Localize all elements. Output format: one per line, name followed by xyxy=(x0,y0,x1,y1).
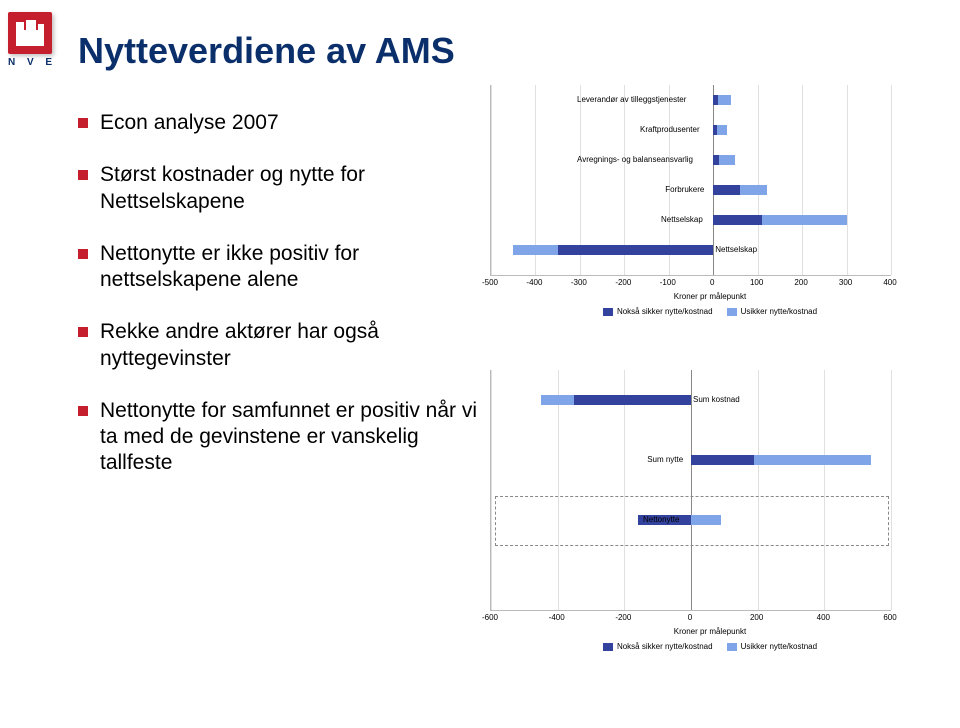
legend-label: Usikker nytte/kostnad xyxy=(741,307,817,316)
chart-category-label: Kraftprodusenter xyxy=(640,125,700,134)
bullet-item: Størst kostnader og nytte for Nettselska… xyxy=(78,162,478,215)
bullet-text: Nettonytte for samfunnet er positiv når … xyxy=(100,398,478,477)
chart-bar xyxy=(754,455,871,465)
axis-tick-label: 100 xyxy=(750,278,763,287)
chart-bar xyxy=(574,395,691,405)
bullet-square-icon xyxy=(78,327,88,337)
chart-bar xyxy=(740,185,767,195)
bullet-item: Econ analyse 2007 xyxy=(78,110,478,136)
axis-tick-label: -300 xyxy=(571,278,587,287)
bullet-item: Nettonytte for samfunnet er positiv når … xyxy=(78,398,478,477)
chart-bar xyxy=(762,215,846,225)
chart-bar xyxy=(558,245,714,255)
chart-bar xyxy=(713,215,762,225)
slide: N V E Nytteverdiene av AMS Econ analyse … xyxy=(0,0,960,728)
axis-tick-label: 0 xyxy=(688,613,692,622)
gridline xyxy=(691,370,692,610)
axis-tick-label: -400 xyxy=(549,613,565,622)
chart-bar xyxy=(513,245,557,255)
axis-tick-label: -200 xyxy=(615,278,631,287)
axis-tick-label: -500 xyxy=(482,278,498,287)
chart-bar xyxy=(719,155,735,165)
gridline xyxy=(891,85,892,275)
legend-item: Usikker nytte/kostnad xyxy=(727,307,817,316)
chart-summary-axis: -600-400-2000200400600 xyxy=(490,611,890,625)
legend-item: Usikker nytte/kostnad xyxy=(727,642,817,651)
chart-category-label: Sum kostnad xyxy=(693,395,740,404)
legend-label: Nokså sikker nytte/kostnad xyxy=(617,642,713,651)
chart-actors: Leverandør av tilleggstjenester Kraftprod… xyxy=(490,85,930,345)
legend-label: Usikker nytte/kostnad xyxy=(741,642,817,651)
bullet-text: Econ analyse 2007 xyxy=(100,110,279,136)
chart-category-label: Forbrukere xyxy=(665,185,704,194)
chart-actors-xlabel: Kroner pr målepunkt xyxy=(490,292,930,301)
bullet-list: Econ analyse 2007 Størst kostnader og nyt… xyxy=(78,110,478,503)
chart-summary-legend: Nokså sikker nytte/kostnad Usikker nytte… xyxy=(490,642,930,651)
legend-item: Nokså sikker nytte/kostnad xyxy=(603,307,713,316)
gridline xyxy=(891,370,892,610)
gridline xyxy=(491,370,492,610)
bullet-square-icon xyxy=(78,249,88,259)
bullet-square-icon xyxy=(78,170,88,180)
axis-tick-label: 400 xyxy=(817,613,830,622)
page-title: Nytteverdiene av AMS xyxy=(78,30,455,72)
legend-item: Nokså sikker nytte/kostnad xyxy=(603,642,713,651)
legend-swatch xyxy=(603,643,613,651)
logo-letter: E xyxy=(45,57,52,68)
highlight-box xyxy=(495,496,889,546)
axis-tick-label: 400 xyxy=(883,278,896,287)
bullet-item: Nettonytte er ikke positiv for nettselsk… xyxy=(78,241,478,294)
gridline xyxy=(802,85,803,275)
chart-summary-xlabel: Kroner pr målepunkt xyxy=(490,627,930,636)
logo-letter: V xyxy=(27,57,34,68)
axis-tick-label: -200 xyxy=(615,613,631,622)
axis-tick-label: -100 xyxy=(660,278,676,287)
chart-summary: Sum kostnadSum nytteNettonytte -600-400-… xyxy=(490,370,930,690)
chart-actors-plot: Leverandør av tilleggstjenester Kraftprod… xyxy=(490,85,891,276)
bullet-text: Rekke andre aktører har også nyttegevins… xyxy=(100,319,478,372)
chart-category-label: Nettselskap xyxy=(661,215,703,224)
chart-bar xyxy=(541,395,574,405)
chart-bar xyxy=(718,95,731,105)
bullet-text: Nettonytte er ikke positiv for nettselsk… xyxy=(100,241,478,294)
chart-category-label: Nettselskap xyxy=(715,245,757,254)
gridline xyxy=(713,85,714,275)
gridline xyxy=(558,370,559,610)
gridline xyxy=(491,85,492,275)
axis-tick-label: -400 xyxy=(526,278,542,287)
chart-category-label: Avregnings- og balanseansvarlig xyxy=(577,155,693,164)
logo-emblem xyxy=(8,12,52,54)
gridline xyxy=(624,370,625,610)
logo-letters: N V E xyxy=(8,57,52,68)
logo-letter: N xyxy=(8,57,15,68)
axis-tick-label: 600 xyxy=(883,613,896,622)
axis-tick-label: 300 xyxy=(839,278,852,287)
chart-actors-legend: Nokså sikker nytte/kostnad Usikker nytte… xyxy=(490,307,930,316)
legend-swatch xyxy=(727,643,737,651)
chart-summary-plot: Sum kostnadSum nytteNettonytte xyxy=(490,370,891,611)
gridline xyxy=(824,370,825,610)
gridline xyxy=(758,85,759,275)
chart-bar xyxy=(691,455,754,465)
chart-bar xyxy=(717,125,727,135)
chart-category-label: Sum nytte xyxy=(647,455,683,464)
legend-label: Nokså sikker nytte/kostnad xyxy=(617,307,713,316)
gridline xyxy=(847,85,848,275)
axis-tick-label: -600 xyxy=(482,613,498,622)
legend-swatch xyxy=(727,308,737,316)
legend-swatch xyxy=(603,308,613,316)
chart-actors-axis: -500-400-300-200-1000100200300400 xyxy=(490,276,890,290)
bullet-text: Størst kostnader og nytte for Nettselska… xyxy=(100,162,478,215)
bullet-square-icon xyxy=(78,118,88,128)
nve-logo: N V E xyxy=(8,12,56,68)
axis-tick-label: 0 xyxy=(710,278,714,287)
chart-category-label: Leverandør av tilleggstjenester xyxy=(577,95,686,104)
chart-bar xyxy=(713,185,740,195)
axis-tick-label: 200 xyxy=(794,278,807,287)
bullet-square-icon xyxy=(78,406,88,416)
bullet-item: Rekke andre aktører har også nyttegevins… xyxy=(78,319,478,372)
gridline xyxy=(758,370,759,610)
axis-tick-label: 200 xyxy=(750,613,763,622)
